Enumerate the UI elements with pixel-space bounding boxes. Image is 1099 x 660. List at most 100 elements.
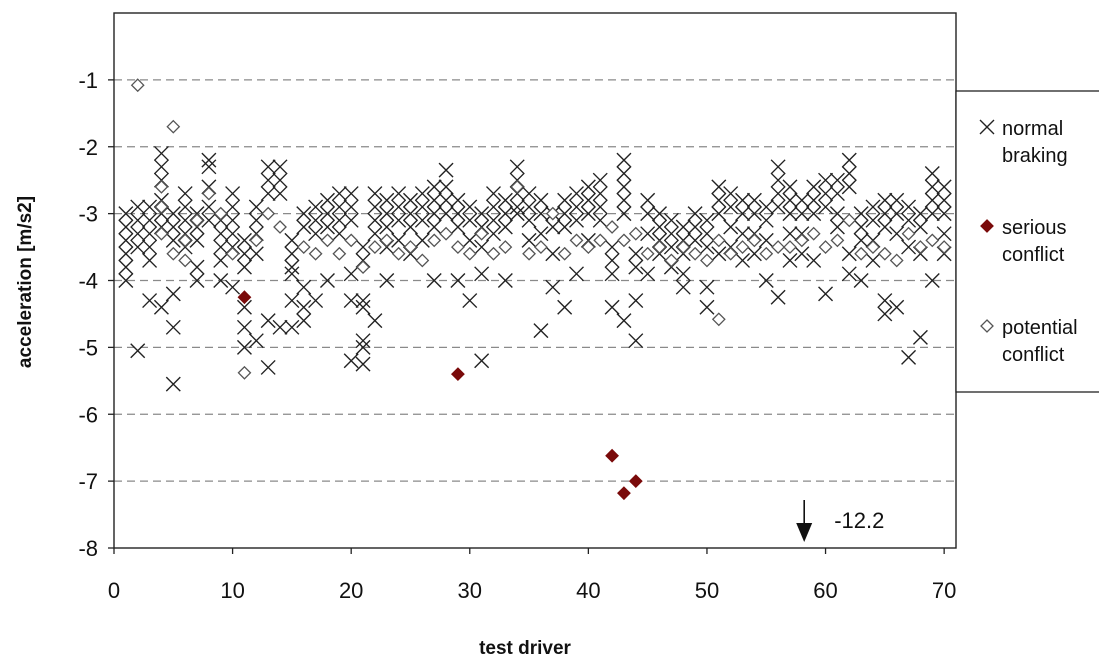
normal-braking-point [248,199,264,215]
normal-braking-point [367,313,383,329]
normal-braking-point [640,192,656,208]
potential-conflict-point [557,246,572,261]
normal-braking-point [663,239,679,255]
x-tick-labels: 0 10 20 30 40 50 60 70 [108,578,957,603]
normal-braking-point [841,179,857,195]
normal-braking-point [616,192,632,208]
normal-braking-point [675,219,691,235]
y-tick-label: -2 [78,135,98,160]
normal-braking-point [142,212,158,228]
normal-braking-point [438,206,454,222]
y-tick-label: -5 [78,335,98,360]
normal-braking-point [806,252,822,268]
normal-braking-point [841,152,857,168]
normal-braking-point [284,259,300,275]
legend: normal braking serious conflict potential con… [955,90,1099,393]
normal-braking-point [616,206,632,222]
normal-braking-point [201,199,217,215]
normal-braking-point [343,293,359,309]
normal-braking-point [248,212,264,228]
series-potential-conflict [130,78,952,380]
potential-conflict-point [296,240,311,254]
potential-conflict-point [462,246,477,261]
normal-braking-point [165,232,181,248]
normal-braking-point [711,192,727,208]
normal-braking-point [450,192,466,208]
normal-braking-point [723,219,739,235]
normal-braking-point [426,206,442,222]
serious-conflict-point [628,474,643,489]
potential-conflict-point [735,240,750,254]
normal-braking-point [877,192,893,208]
normal-braking-point [236,232,252,248]
normal-braking-point [485,212,501,228]
normal-braking-point [580,179,596,195]
normal-braking-point [236,299,252,315]
normal-braking-point [628,259,644,275]
normal-braking-point [901,239,917,255]
normal-braking-point [936,179,952,195]
normal-braking-point [924,166,940,181]
normal-braking-point [391,212,407,228]
normal-braking-point [142,199,158,215]
normal-braking-point [474,353,490,369]
x-tick-label: 0 [108,578,120,603]
normal-braking-point [735,252,751,268]
x-tick-label: 50 [695,578,719,603]
normal-braking-point [616,179,632,195]
normal-braking-point [153,145,169,161]
potential-conflict-point [130,78,145,93]
normal-braking-point [604,239,620,255]
normal-braking-point [569,199,585,215]
normal-braking-point [497,219,513,235]
normal-braking-point [794,192,810,208]
annotation-label: -12.2 [834,508,884,533]
potential-conflict-point [190,213,204,228]
normal-braking-point [272,172,288,188]
normal-braking-point [889,206,905,222]
normal-braking-point [367,186,383,202]
normal-braking-point [450,273,466,288]
normal-braking-point [818,286,834,302]
normal-braking-point [272,319,288,335]
normal-braking-point [569,212,585,228]
normal-braking-point [248,246,264,262]
normal-braking-point [118,232,134,248]
normal-braking-point [889,226,905,242]
normal-braking-point [296,279,312,295]
potential-conflict-point [415,253,430,268]
normal-braking-point [735,206,751,222]
potential-conflict-point [747,233,762,248]
normal-braking-point [201,152,217,168]
normal-braking-point [319,192,335,208]
normal-braking-point [628,333,644,349]
normal-braking-point [699,299,715,315]
normal-braking-point [758,199,774,215]
normal-braking-point [296,219,312,235]
series-normal-braking [118,145,952,392]
potential-conflict-point [320,233,335,248]
x-tick-label: 20 [339,578,363,603]
potential-conflict-point [628,226,643,241]
normal-braking-point [474,239,490,255]
normal-braking-point [367,226,383,242]
plot-axes [108,12,957,554]
normal-braking-point [236,246,252,262]
normal-braking-point [853,206,869,222]
potential-conflict-point [842,213,857,228]
normal-braking-point [723,199,739,215]
potential-conflict-point [403,240,418,254]
normal-braking-point [557,206,573,222]
normal-braking-point [414,232,430,248]
normal-braking-point [118,219,134,235]
normal-braking-point [758,273,774,288]
legend-entry-normal-braking: normal [1002,118,1063,140]
x-tick-label: 70 [932,578,956,603]
normal-braking-point [853,232,869,248]
normal-braking-point [201,159,217,175]
y-tick-label: -7 [78,469,98,494]
normal-braking-point [806,206,822,222]
normal-braking-point [912,329,928,345]
normal-braking-point [118,259,134,275]
normal-braking-point [770,159,786,175]
